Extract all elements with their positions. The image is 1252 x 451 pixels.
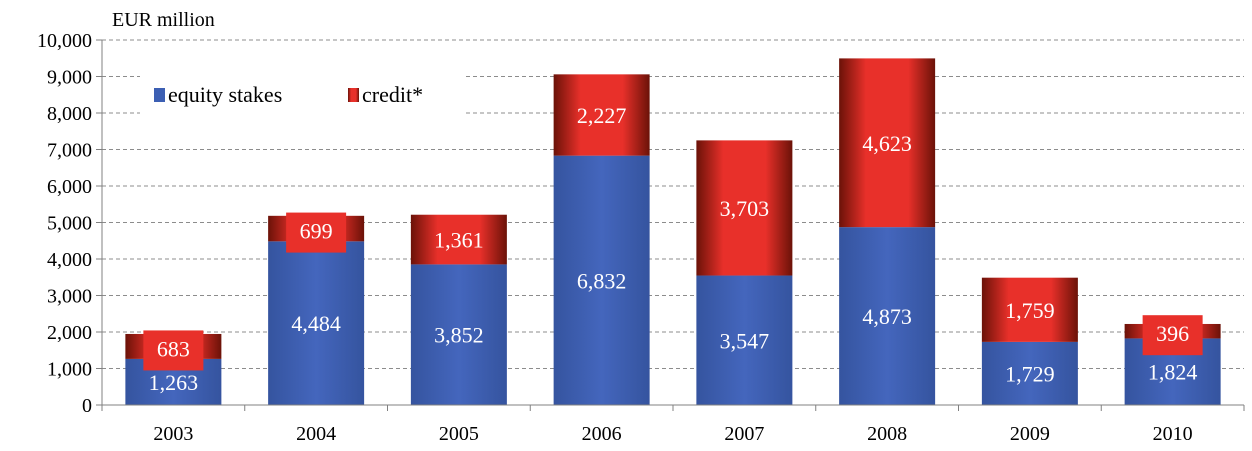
bar-label-equity-2008: 4,873 — [862, 304, 912, 329]
bar-label-equity-2009: 1,729 — [1005, 361, 1055, 386]
bar-label-credit-2009: 1,759 — [1005, 298, 1055, 323]
y-tick-label: 1,000 — [47, 359, 92, 381]
y-tick-label: 10,000 — [37, 30, 92, 52]
legend-label-equity: equity stakes — [168, 82, 282, 107]
legend-box — [140, 66, 466, 124]
bar-label-credit-bg-2003 — [143, 330, 204, 371]
x-tick-label: 2009 — [1010, 423, 1050, 445]
bar-label-credit-2008: 4,623 — [862, 131, 912, 156]
bar-credit-2006 — [553, 74, 650, 156]
bar-equity-2008 — [839, 227, 936, 405]
bar-credit-2009 — [981, 277, 1078, 342]
bar-credit-2005 — [410, 214, 507, 265]
bar-label-equity-2010: 1,824 — [1148, 360, 1198, 385]
bar-label-equity-2006: 6,832 — [577, 268, 627, 293]
bars: 1,263 683 4,484 699 3,852 1,361 6,832 2,227 3,54… — [125, 58, 1221, 405]
bar-label-credit-bg-2010 — [1142, 315, 1203, 356]
x-tick-label: 2007 — [724, 423, 764, 445]
x-axis-ticks: 2003 2004 2005 2006 2007 2008 2009 2010 — [101, 405, 1245, 445]
bar-label-credit-2006: 2,227 — [577, 103, 627, 128]
x-tick-label: 2003 — [153, 423, 193, 445]
bar-equity-2007 — [696, 275, 793, 405]
x-tick-label: 2010 — [1153, 423, 1193, 445]
bar-credit-2007 — [696, 140, 793, 276]
legend-label-credit: credit* — [362, 82, 423, 107]
bar-label-equity-2004: 4,484 — [291, 311, 341, 336]
bar-label-equity-2007: 3,547 — [720, 328, 770, 353]
bar-label-equity-2005: 3,852 — [434, 323, 484, 348]
bar-label-credit-2007: 3,703 — [720, 196, 770, 221]
legend-swatch-equity — [154, 88, 165, 102]
bar-label-credit-2005: 1,361 — [434, 228, 484, 253]
bar-equity-2006 — [553, 155, 650, 405]
y-axis-ticks: 0 1,000 2,000 3,000 4,000 5,000 6,000 7,000 8,00… — [37, 30, 102, 417]
bar-label-credit-2003: 683 — [157, 336, 190, 361]
y-axis-unit-label: EUR million — [112, 9, 215, 31]
bar-label-credit-2004: 699 — [300, 219, 333, 244]
y-tick-label: 5,000 — [47, 213, 92, 235]
y-tick-label: 7,000 — [47, 140, 92, 162]
y-tick-label: 2,000 — [47, 322, 92, 344]
y-tick-label: 6,000 — [47, 176, 92, 198]
y-tick-label: 4,000 — [47, 249, 92, 271]
y-tick-label: 8,000 — [47, 103, 92, 125]
x-tick-label: 2004 — [296, 423, 336, 445]
bar-equity-2009 — [981, 341, 1078, 405]
bar-label-equity-2003: 1,263 — [149, 370, 199, 395]
bar-equity-2004 — [268, 241, 365, 405]
bar-label-credit-2010: 396 — [1156, 321, 1189, 346]
bar-equity-2005 — [410, 264, 507, 405]
bar-label-credit-bg-2004 — [286, 212, 347, 253]
y-tick-label: 3,000 — [47, 286, 92, 308]
x-tick-label: 2005 — [439, 423, 479, 445]
x-tick-label: 2006 — [582, 423, 622, 445]
y-tick-label: 9,000 — [47, 67, 92, 89]
legend-swatch-credit — [348, 88, 359, 102]
legend: equity stakes credit* — [140, 66, 466, 124]
x-tick-label: 2008 — [867, 423, 907, 445]
bar-credit-2008 — [839, 58, 936, 228]
y-tick-label: 0 — [82, 395, 92, 417]
